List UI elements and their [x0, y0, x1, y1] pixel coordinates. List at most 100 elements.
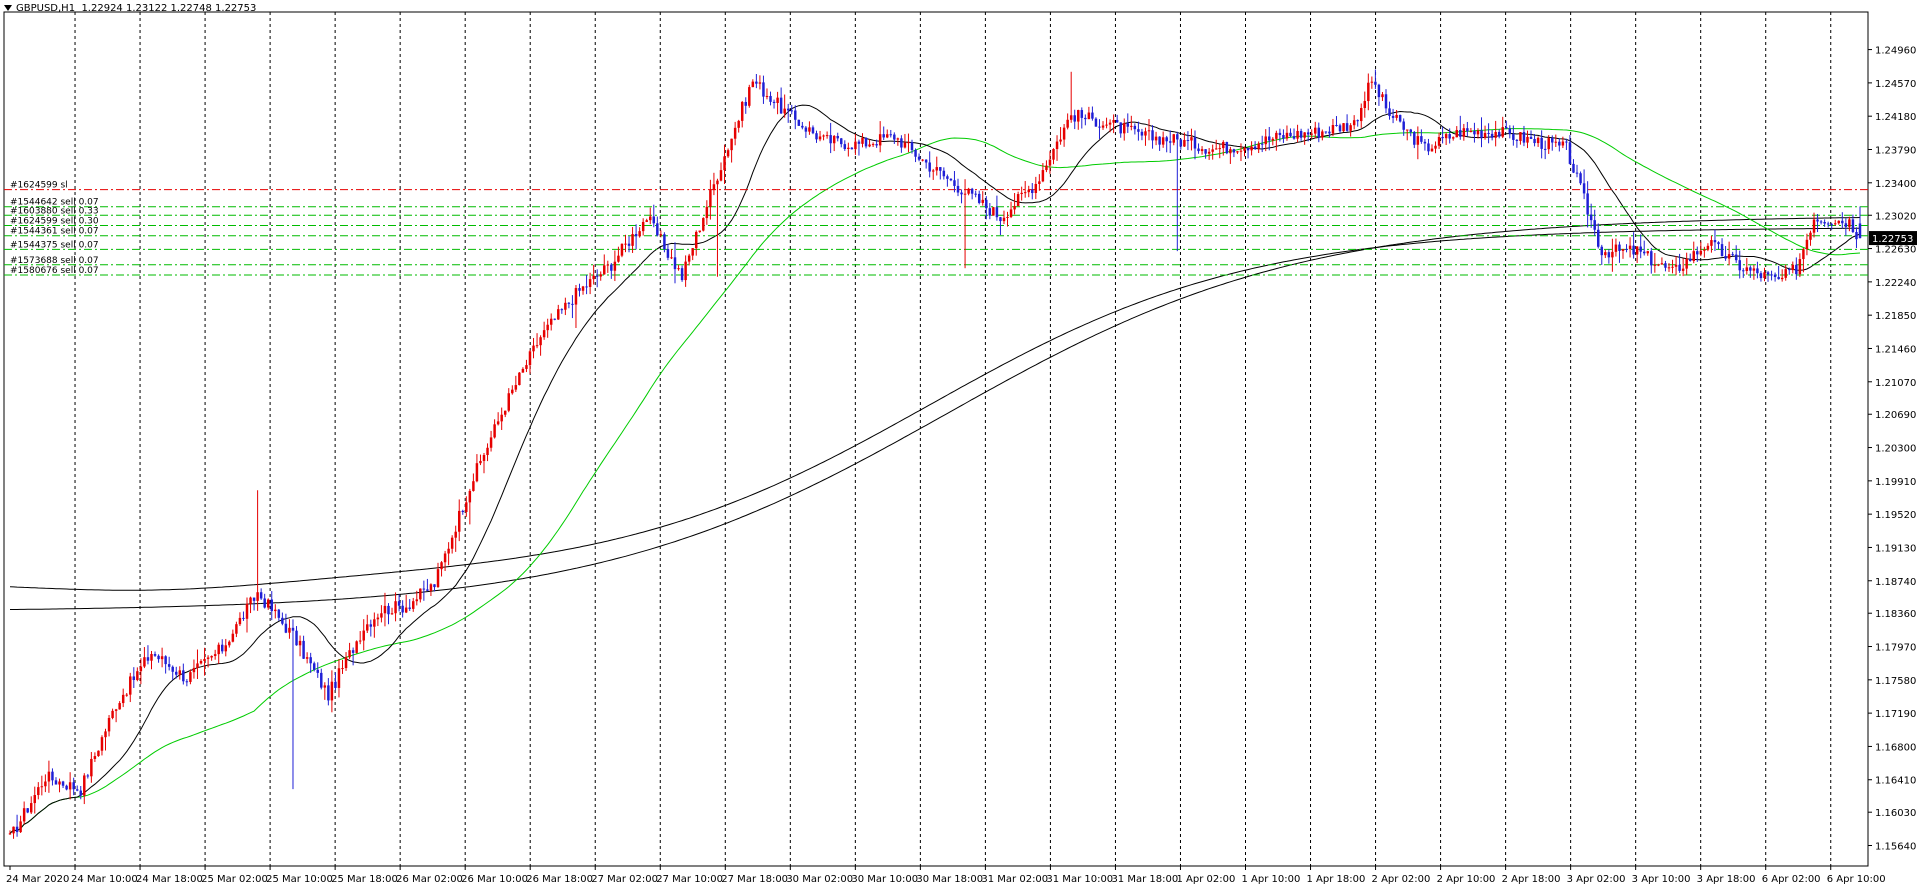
candle-body — [1628, 245, 1632, 250]
candle-body — [1841, 220, 1844, 224]
candle-body — [691, 248, 694, 256]
candle-body — [917, 156, 921, 160]
candle-body — [1048, 159, 1052, 166]
candle-body — [1720, 244, 1724, 257]
candle-body — [1112, 119, 1115, 123]
candle-body — [465, 502, 468, 512]
x-tick-label: 30 Mar 02:00 — [786, 874, 853, 885]
candle-body — [238, 617, 242, 625]
candle-body — [1717, 242, 1720, 245]
candle-body — [634, 234, 638, 237]
y-tick-label: 1.23790 — [1875, 145, 1916, 156]
candle-body — [376, 617, 380, 620]
candle-body — [277, 609, 281, 618]
y-tick-label: 1.21460 — [1875, 344, 1916, 355]
candle-body — [1292, 136, 1296, 139]
candle-body — [231, 633, 235, 642]
candle-body — [284, 623, 288, 633]
y-tick-label: 1.19910 — [1875, 477, 1916, 488]
candle-body — [585, 286, 588, 288]
candle-body — [1066, 119, 1069, 128]
x-tick-label: 6 Apr 10:00 — [1827, 874, 1886, 885]
candle-body — [1494, 131, 1497, 138]
x-tick-label: 27 Mar 18:00 — [721, 874, 788, 885]
candle-body — [1119, 122, 1122, 134]
candle-body — [1154, 136, 1158, 141]
candle-body — [521, 368, 525, 373]
candle-body — [783, 108, 786, 114]
candle-body — [1678, 264, 1681, 271]
candle-body — [1731, 254, 1734, 256]
candle-body — [167, 664, 171, 667]
candle-body — [58, 781, 61, 785]
candle-body — [1186, 140, 1190, 142]
candle-body — [1140, 131, 1144, 136]
current-price-label: 1.22753 — [1872, 234, 1913, 245]
candle-body — [694, 231, 698, 249]
candle-body — [160, 656, 164, 660]
candle-body — [794, 110, 797, 120]
x-tick-label: 26 Mar 10:00 — [461, 874, 528, 885]
candle-body — [323, 685, 327, 688]
candle-body — [985, 199, 988, 209]
candle-body — [677, 268, 680, 270]
candle-body — [22, 808, 26, 822]
candle-body — [772, 101, 776, 104]
candle-body — [1126, 123, 1130, 127]
candle-body — [355, 641, 358, 653]
candle-body — [139, 666, 143, 672]
candle-body — [1434, 145, 1437, 149]
y-tick-label: 1.22240 — [1875, 278, 1916, 289]
candle-body — [192, 667, 196, 673]
candle-body — [146, 657, 150, 661]
candle-body — [1543, 148, 1547, 150]
candle-body — [1451, 137, 1455, 139]
candle-body — [670, 257, 673, 259]
candle-body — [606, 264, 610, 266]
candle-body — [1597, 229, 1600, 247]
candle-body — [1317, 127, 1321, 138]
candle-body — [571, 303, 574, 305]
candle-body — [542, 330, 546, 338]
candle-body — [1621, 248, 1625, 251]
candle-body — [47, 771, 51, 782]
candle-body — [362, 630, 365, 641]
candle-body — [765, 95, 769, 97]
candle-body — [1306, 132, 1310, 135]
candle-body — [426, 589, 429, 591]
candle-body — [967, 188, 970, 194]
triangle-down-icon[interactable] — [4, 5, 12, 11]
candle-body — [341, 668, 344, 670]
candle-body — [224, 645, 228, 652]
candle-body — [666, 249, 670, 258]
candle-body — [419, 588, 422, 600]
candle-body — [1618, 244, 1621, 251]
candle-body — [1271, 138, 1275, 141]
candle-body — [1448, 134, 1451, 139]
candle-body — [751, 81, 755, 88]
candle-body — [1236, 151, 1239, 153]
candle-body — [90, 758, 93, 777]
candle-body — [274, 609, 277, 612]
candle-body — [75, 789, 79, 791]
candle-body — [581, 286, 585, 291]
candle-body — [730, 138, 733, 151]
candle-body — [1356, 120, 1359, 122]
candle-body — [1207, 151, 1211, 154]
candle-body — [939, 167, 942, 171]
candle-body — [769, 95, 772, 102]
candle-body — [1268, 136, 1271, 141]
candle-body — [1526, 136, 1529, 143]
candle-body — [1515, 139, 1519, 141]
candle-body — [723, 156, 726, 171]
x-tick-label: 30 Mar 18:00 — [916, 874, 983, 885]
candle-body — [1625, 248, 1628, 250]
candle-body — [1558, 141, 1561, 146]
candle-body — [1812, 219, 1816, 233]
candle-body — [1246, 147, 1250, 151]
candle-body — [624, 243, 627, 245]
candle-body — [687, 255, 691, 262]
x-tick-label: 1 Apr 18:00 — [1307, 874, 1366, 885]
